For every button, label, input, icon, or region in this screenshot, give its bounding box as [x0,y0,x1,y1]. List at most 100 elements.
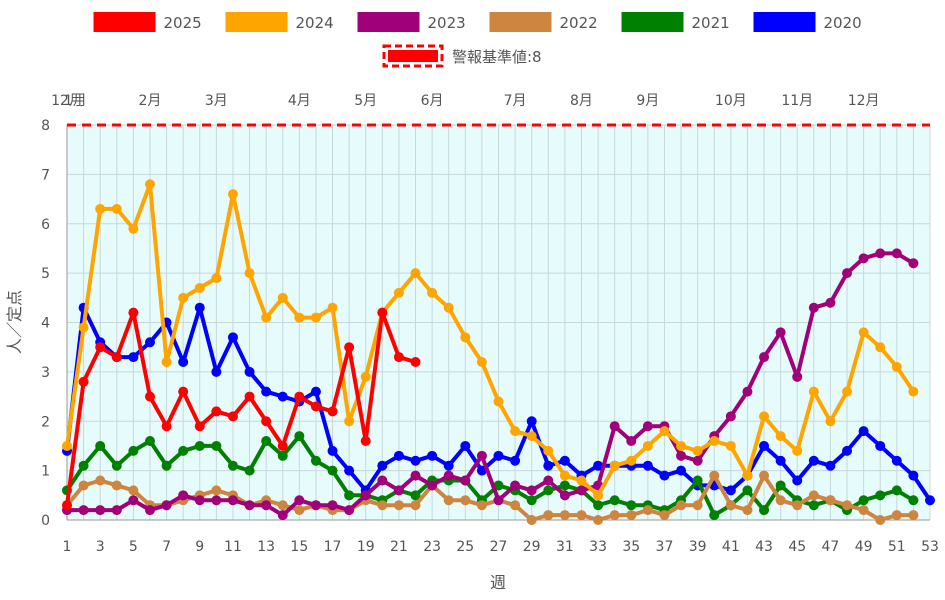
legend-swatch [753,12,816,32]
data-point-2022 [393,500,404,511]
data-point-2023 [808,302,819,313]
data-point-2021 [559,480,570,491]
x-tick-label: 23 [423,539,441,555]
data-point-2023 [460,475,471,486]
legend-label: 2021 [692,14,730,32]
data-point-2025 [144,391,155,402]
legend-item-2022[interactable]: 2022 [489,12,598,32]
data-point-2020 [261,386,272,397]
data-point-2023 [211,495,222,506]
x-tick-label: 11 [224,539,242,555]
data-point-2023 [510,480,521,491]
data-point-2021 [178,445,189,456]
legend-item-2021[interactable]: 2021 [621,12,730,32]
data-point-2020 [227,332,238,343]
data-point-2023 [294,495,305,506]
data-point-2022 [460,495,471,506]
data-point-2022 [294,505,305,516]
data-point-2021 [111,460,122,471]
data-point-2022 [410,500,421,511]
series-2024 [62,179,919,501]
data-point-2021 [95,440,106,451]
data-point-2025 [327,406,338,417]
data-point-2023 [742,386,753,397]
y-tick-label: 4 [41,316,50,332]
legend-label: 2024 [296,14,334,32]
data-point-2022 [78,480,89,491]
data-point-2024 [709,436,720,446]
data-point-2025 [211,406,222,417]
legend-item-2024[interactable]: 2024 [225,12,334,32]
x-axis-title: 週 [490,573,506,592]
data-point-2022 [559,510,570,521]
data-point-2023 [692,455,703,466]
data-point-2024 [427,287,438,298]
series-line-2023 [67,251,915,518]
data-point-2024 [227,189,238,200]
data-point-2022 [277,500,288,511]
data-point-2023 [360,490,371,501]
data-point-2025 [377,307,388,318]
data-point-2020 [526,416,537,427]
data-point-2024 [460,332,471,343]
data-point-2025 [310,401,321,412]
x-tick-label: 7 [162,539,171,555]
month-label: 5月 [354,93,377,109]
data-point-2024 [908,386,919,397]
data-point-2020 [759,440,770,451]
legend-swatch [489,12,552,32]
data-point-2022 [858,505,869,516]
month-label: 10月 [715,93,747,109]
data-point-2023 [427,480,438,491]
x-tick-label: 27 [490,539,508,555]
data-point-2024 [161,357,172,367]
data-point-2022 [742,505,753,516]
legend-swatch-threshold-fill [388,50,438,62]
data-point-2024 [144,179,155,190]
legend-item-2023[interactable]: 2023 [357,12,466,32]
legend-item-threshold[interactable]: 警報基準値:8 [382,44,542,68]
data-point-2024 [261,312,272,323]
data-point-2023 [792,371,803,382]
data-point-2023 [95,505,106,516]
data-point-2024 [825,416,836,427]
data-point-2024 [891,361,902,372]
data-point-2024 [310,312,321,323]
x-tick-label: 53 [921,539,939,555]
legend-item-2020[interactable]: 2020 [753,12,862,32]
data-point-2023 [244,500,255,511]
data-point-2024 [244,268,255,279]
data-point-2020 [427,450,438,461]
data-point-2022 [476,500,487,511]
data-point-2024 [659,426,670,437]
x-tick-label: 15 [290,539,308,555]
legend-swatch [621,12,684,32]
data-point-2020 [194,302,205,313]
data-point-2024 [576,475,587,486]
x-tick-label: 5 [129,539,138,555]
data-point-2024 [775,431,786,442]
data-point-2021 [692,475,703,486]
data-point-2024 [327,302,338,313]
data-point-2022 [659,510,670,521]
legend-item-2025[interactable]: 2025 [93,12,202,32]
data-point-2025 [178,386,189,397]
data-point-2023 [178,490,189,501]
data-point-2021 [908,495,919,506]
data-point-2021 [128,445,139,456]
data-point-2020 [377,460,388,471]
data-point-2022 [526,515,537,525]
data-point-2023 [875,248,886,259]
data-point-2020 [842,445,853,456]
y-axis-title: 人／定点 [5,290,24,354]
data-point-2024 [842,386,853,397]
data-point-2023 [559,490,570,501]
data-point-2020 [775,455,786,466]
data-point-2020 [144,337,155,348]
month-label: 3月 [205,93,228,109]
data-point-2022 [95,475,106,486]
series-line-2025 [65,310,417,506]
series-line-2022 [65,473,914,522]
month-label: 9月 [636,93,659,109]
data-point-2025 [161,421,172,432]
